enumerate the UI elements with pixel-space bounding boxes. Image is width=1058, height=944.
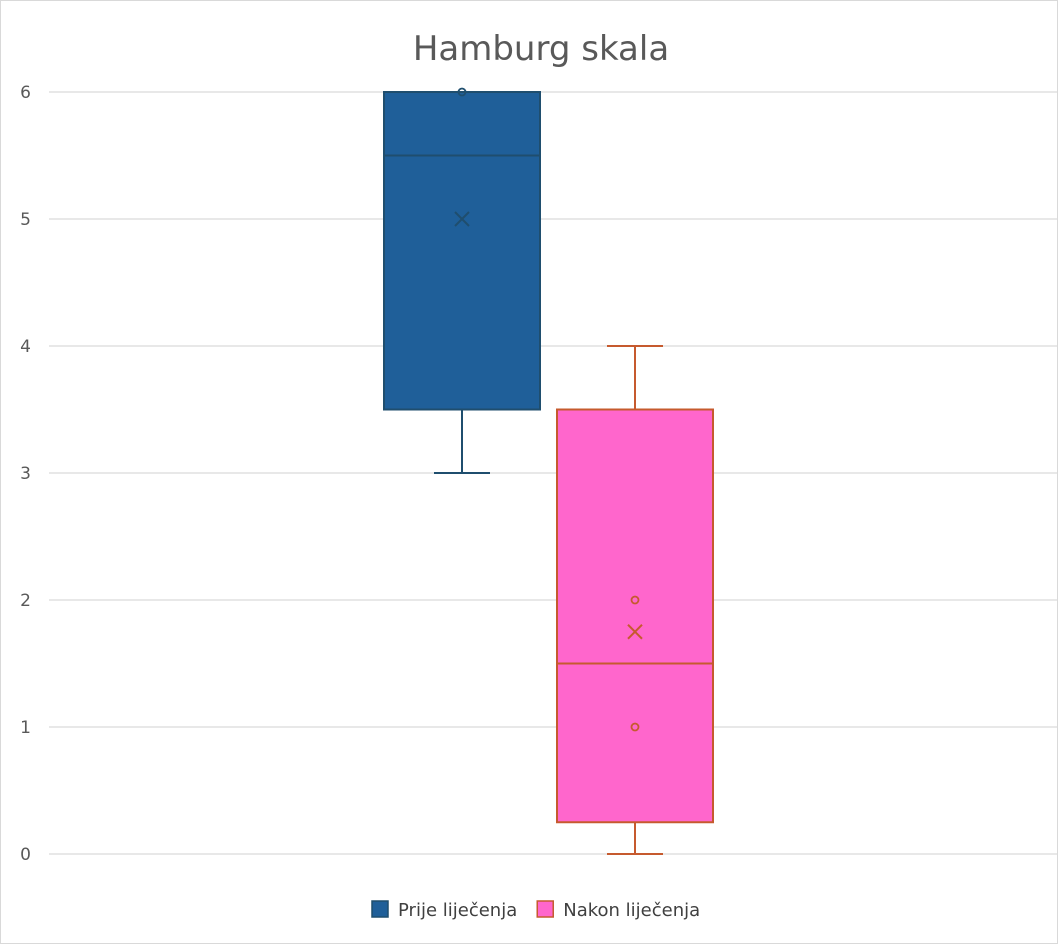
box-series [383,87,714,855]
legend: Prije liječenja Nakon liječenja [371,900,700,921]
data-point [630,722,640,732]
box-2 [556,345,714,855]
y-tick-label: 6 [20,83,31,103]
y-tick-label: 2 [20,591,31,611]
mean-marker [627,624,643,640]
y-tick-label: 5 [20,210,31,230]
mean-marker [454,211,470,227]
y-axis-tick-labels: 0 1 2 3 4 5 6 [20,83,31,865]
y-tick-label: 4 [20,337,31,357]
legend-swatch [371,900,389,918]
gridlines [49,91,1057,855]
y-tick-label: 3 [20,464,31,484]
box-1 [383,87,541,474]
y-tick-label: 1 [20,718,31,738]
chart-title: Hamburg skala [413,29,669,69]
box-iqr [383,91,541,411]
data-point [457,87,467,97]
legend-label: Prije liječenja [398,900,517,921]
box-iqr [556,408,714,824]
y-tick-label: 0 [20,845,31,865]
data-point [630,595,640,605]
legend-swatch [536,900,554,918]
legend-label: Nakon liječenja [563,900,700,921]
